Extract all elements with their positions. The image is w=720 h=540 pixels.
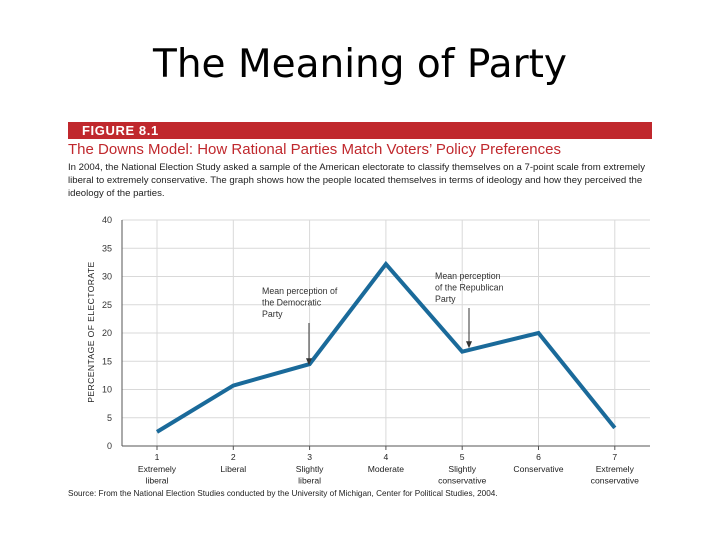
- y-tick-label: 35: [102, 243, 112, 253]
- y-tick-label: 25: [102, 300, 112, 310]
- figure-title: The Downs Model: How Rational Parties Ma…: [68, 141, 561, 158]
- y-tick-label: 15: [102, 356, 112, 366]
- figure-label: FIGURE 8.1: [82, 123, 159, 138]
- x-category-label: Slightly: [296, 464, 324, 474]
- series-electorate: [155, 260, 617, 434]
- x-category-label: Slightly: [448, 464, 476, 474]
- x-tick-number: 1: [155, 452, 160, 462]
- y-tick-label: 30: [102, 272, 112, 282]
- chart-axes: [121, 220, 650, 450]
- x-category-label: Liberal: [220, 464, 246, 474]
- x-category-label: Extremely: [596, 464, 635, 474]
- annotation-text: Party: [262, 309, 283, 319]
- y-tick-label: 20: [102, 328, 112, 338]
- x-category-label: conservative: [591, 476, 639, 486]
- x-tick-number: 7: [612, 452, 617, 462]
- annotation-arrow-head: [306, 358, 312, 366]
- chart-grid: [122, 219, 650, 446]
- figure-header-bar: FIGURE 8.1: [68, 122, 652, 139]
- x-category-label: Extremely: [138, 464, 177, 474]
- annotation-text: Mean perception: [435, 271, 501, 281]
- y-tick-labels: 0 5 10 15 20 25 30 35 40: [102, 215, 112, 451]
- y-tick-label: 10: [102, 385, 112, 395]
- x-tick-number: 3: [307, 452, 312, 462]
- figure-description: In 2004, the National Election Study ask…: [68, 162, 645, 199]
- x-tick-number: 4: [384, 452, 389, 462]
- annotation-text: the Democratic: [262, 298, 322, 308]
- x-category-labels: 1 Extremely liberal 2 Liberal 3 Slightly libera…: [138, 452, 639, 486]
- x-tick-number: 2: [231, 452, 236, 462]
- x-category-label: conservative: [438, 476, 486, 486]
- annotation-text: Mean perception of: [262, 286, 338, 296]
- y-axis-label: PERCENTAGE OF ELECTORATE: [86, 261, 96, 402]
- annotation-text: of the Republican: [435, 283, 504, 293]
- x-tick-number: 5: [460, 452, 465, 462]
- y-tick-label: 5: [107, 413, 112, 423]
- x-category-label: Moderate: [368, 464, 405, 474]
- x-category-label: liberal: [146, 476, 169, 486]
- slide-title: The Meaning of Party: [153, 42, 567, 87]
- annotation-text: Party: [435, 294, 456, 304]
- x-tick-number: 6: [536, 452, 541, 462]
- y-tick-label: 0: [107, 441, 112, 451]
- x-category-label: Conservative: [513, 464, 563, 474]
- figure-source: Source: From the National Election Studi…: [68, 489, 498, 498]
- x-category-label: liberal: [298, 476, 321, 486]
- y-tick-label: 40: [102, 215, 112, 225]
- annotation-arrow-head: [466, 341, 472, 349]
